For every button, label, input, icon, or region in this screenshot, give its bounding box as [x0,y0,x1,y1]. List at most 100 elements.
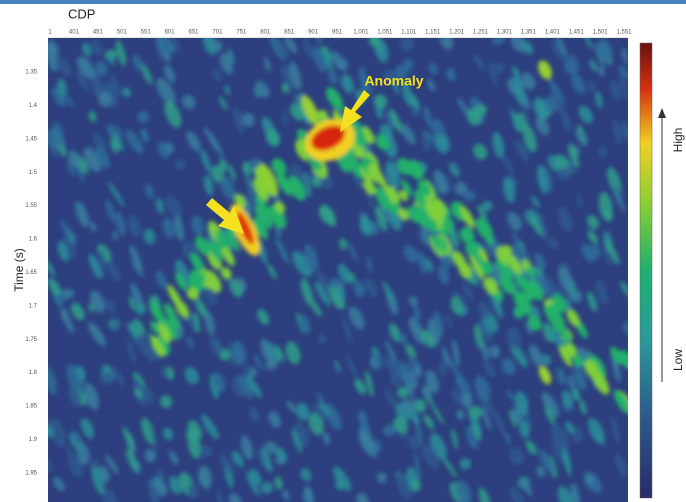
texture-blob [52,121,65,148]
texture-blob [398,333,408,345]
texture-blob [68,385,82,408]
texture-blob [522,124,537,153]
texture-blob [342,316,352,344]
texture-blob [296,402,310,421]
texture-blob [88,253,101,279]
texture-blob [618,65,628,80]
texture-blob [140,385,155,403]
texture-blob [166,366,175,380]
texture-blob [48,366,57,396]
texture-blob [481,200,493,212]
y-tick-label: 1.65 [25,270,37,276]
texture-blob [619,280,628,298]
texture-blob [65,95,74,107]
texture-blob [84,383,99,411]
texture-blob [312,46,327,73]
x-tick-label: 951 [332,30,343,36]
texture-blob [110,73,121,97]
texture-blob [396,471,412,500]
texture-blob [220,267,232,280]
texture-blob [218,96,228,111]
texture-blob [407,206,419,223]
texture-blob [162,427,174,440]
texture-blob [188,435,202,459]
texture-blob [70,302,85,321]
texture-blob [228,164,236,181]
texture-blob [601,248,613,267]
texture-blob [417,250,427,275]
texture-blob [199,446,212,459]
texture-blob [499,274,515,295]
texture-blob [491,62,505,74]
texture-blob [132,54,143,72]
y-tick-label: 1.8 [29,370,38,376]
texture-blob [154,294,162,311]
texture-blob [174,214,185,241]
texture-blob [280,64,291,83]
texture-blob [304,485,314,502]
texture-blob [135,302,146,315]
y-tick-label: 1.75 [25,337,37,343]
texture-blob [366,256,372,273]
texture-blob [589,245,601,258]
texture-blob [509,447,524,466]
texture-blob [125,129,144,154]
texture-blob [169,450,179,465]
texture-blob [545,275,559,294]
texture-blob [82,42,92,57]
texture-blob [587,229,599,246]
x-axis-title: CDP [68,6,95,21]
texture-blob [91,466,105,495]
texture-blob [422,132,431,152]
texture-blob [359,410,369,437]
texture-blob [80,417,95,439]
texture-blob [399,189,408,202]
texture-blob [465,242,479,261]
texture-blob [479,318,493,342]
texture-blob [478,248,489,262]
texture-blob [285,341,301,365]
texture-blob [622,321,628,335]
texture-blob [314,38,322,45]
x-tick-label: 701 [212,30,223,36]
texture-blob [455,373,472,399]
texture-blob [187,484,200,499]
texture-blob [435,134,450,154]
texture-blob [140,128,148,142]
texture-blob [304,244,319,272]
texture-blob [612,189,626,213]
x-tick-label: 1,501 [593,30,609,36]
texture-blob [510,38,527,53]
texture-blob [548,79,565,105]
y-tick-label: 1.9 [29,437,38,443]
texture-blob [551,305,560,318]
texture-blob [141,63,153,85]
texture-blob [613,118,622,146]
texture-blob [614,453,628,479]
texture-blob [550,91,566,116]
texture-blob [573,354,584,367]
texture-blob [503,178,516,203]
texture-blob [144,183,154,200]
texture-blob [511,65,521,81]
texture-blob [112,230,118,241]
texture-blob [586,214,599,230]
texture-blob [156,78,176,105]
texture-blob [587,291,598,313]
x-tick-label: 1 [48,30,52,36]
texture-blob [203,175,214,196]
texture-blob [88,110,97,123]
texture-blob [544,96,557,113]
texture-blob [388,356,399,379]
texture-blob [200,149,212,173]
texture-blob [349,156,366,179]
texture-blob [66,160,75,177]
texture-blob [441,455,458,479]
texture-blob [556,38,566,57]
texture-blob [587,80,596,93]
texture-blob [129,245,143,273]
texture-blob [128,296,136,311]
seismic-image [48,38,628,502]
texture-blob [565,421,575,434]
texture-blob [397,386,409,399]
